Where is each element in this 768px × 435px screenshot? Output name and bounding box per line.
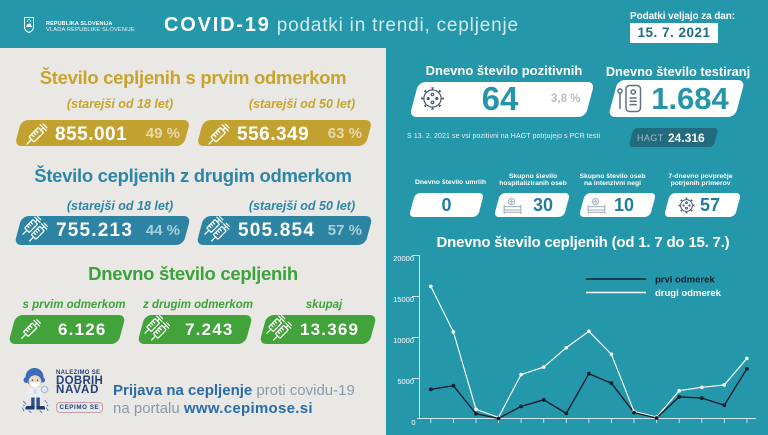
svg-text:20000: 20000 [393,254,414,263]
svg-text:10000: 10000 [393,336,414,345]
svg-text:5000: 5000 [397,377,414,386]
svg-text:15000: 15000 [393,295,414,304]
svg-text:prvi odmerek: prvi odmerek [655,275,715,286]
svg-text:drugi odmerek: drugi odmerek [655,288,722,299]
svg-text:0: 0 [411,418,415,427]
